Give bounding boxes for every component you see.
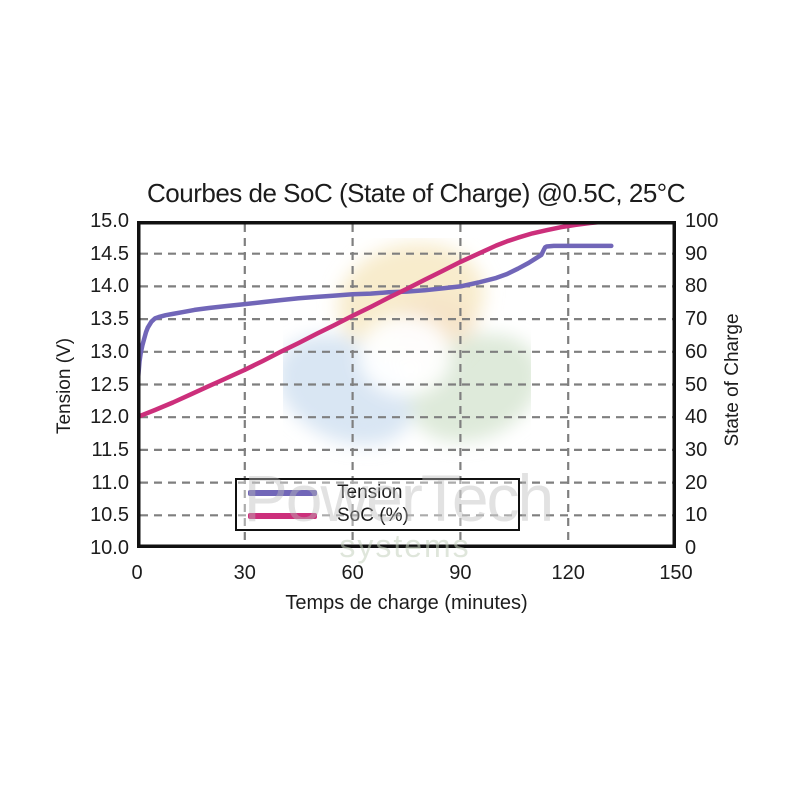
x-tick-60: 60 xyxy=(341,562,364,584)
x-axis-label: Temps de charge (minutes) xyxy=(285,592,528,614)
x-tick-90: 90 xyxy=(449,562,472,584)
y-tick-right-30: 30 xyxy=(685,438,708,461)
legend: Tension SoC (%) xyxy=(235,478,520,531)
x-tick-150: 150 xyxy=(659,562,693,584)
y-tick-right-40: 40 xyxy=(685,406,708,429)
y-tick-right-60: 60 xyxy=(685,340,708,363)
soc-line-swatch xyxy=(248,513,317,520)
legend-entry-soc: SoC (%) xyxy=(237,505,518,527)
y-tick-right-80: 80 xyxy=(685,275,708,298)
y-tick-right-10: 10 xyxy=(685,504,708,527)
legend-entry-tension: Tension xyxy=(237,482,518,504)
y-tick-right-90: 90 xyxy=(685,242,708,265)
y-tick-left-15.0: 15.0 xyxy=(90,210,129,232)
curve-soc xyxy=(137,221,614,420)
curve-tension xyxy=(137,243,614,391)
plot-svg xyxy=(137,221,676,548)
y-tick-left-14.0: 14.0 xyxy=(90,275,129,298)
y-tick-left-12.5: 12.5 xyxy=(90,373,129,396)
legend-label-tension: Tension xyxy=(337,481,403,503)
logo-center-hole xyxy=(359,316,451,396)
y-tick-left-13.0: 13.0 xyxy=(90,340,129,363)
x-tick-30: 30 xyxy=(233,562,256,584)
y-tick-left-10.5: 10.5 xyxy=(90,504,129,527)
y-tick-left-11.5: 11.5 xyxy=(91,438,129,461)
x-tick-0: 0 xyxy=(131,562,143,584)
x-tick-120: 120 xyxy=(551,562,585,584)
tension-line-swatch xyxy=(248,489,317,496)
y-tick-left-13.5: 13.5 xyxy=(90,308,129,331)
plot-area xyxy=(137,221,676,548)
y-tick-right-20: 20 xyxy=(685,471,708,494)
y-tick-right-0: 0 xyxy=(685,537,697,559)
chart-title: Courbes de SoC (State of Charge) @0.5C, … xyxy=(147,178,685,208)
axes-frame xyxy=(137,221,676,548)
y-tick-right-70: 70 xyxy=(685,308,708,331)
y-tick-right-50: 50 xyxy=(685,373,708,396)
legend-label-soc: SoC (%) xyxy=(337,505,409,527)
y-tick-left-11.0: 11.0 xyxy=(91,471,129,494)
y-tick-left-10.0: 10.0 xyxy=(90,537,129,559)
y-tick-left-14.5: 14.5 xyxy=(90,242,129,265)
y-tick-left-12.0: 12.0 xyxy=(90,406,129,429)
y-tick-right-100: 100 xyxy=(685,210,719,232)
